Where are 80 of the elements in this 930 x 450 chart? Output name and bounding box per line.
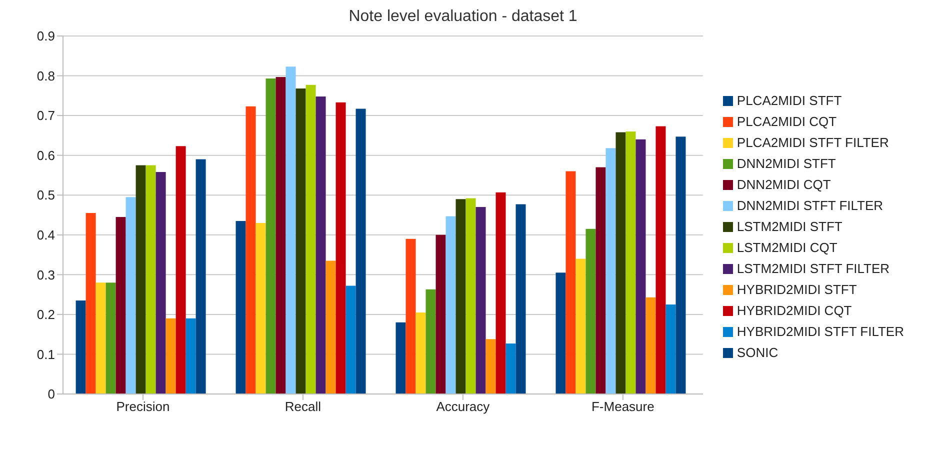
bar bbox=[556, 272, 566, 394]
legend-label: DNN2MIDI CQT bbox=[736, 176, 831, 192]
y-tick-label: 0.5 bbox=[36, 188, 55, 203]
bar bbox=[456, 199, 466, 394]
y-tick-label: 0.3 bbox=[36, 267, 55, 282]
bar bbox=[516, 204, 526, 394]
legend-label: DNN2MIDI STFT FILTER bbox=[736, 198, 884, 212]
bar bbox=[566, 171, 576, 394]
x-tick-label: Recall bbox=[284, 399, 322, 414]
bar bbox=[666, 304, 676, 394]
y-tick-label: 0.1 bbox=[36, 346, 55, 362]
bar bbox=[506, 343, 516, 394]
bar bbox=[466, 198, 476, 394]
bar bbox=[596, 167, 606, 394]
bar bbox=[256, 222, 266, 394]
x-tick-label: Accuracy bbox=[436, 399, 490, 414]
y-tick-label: 0.8 bbox=[36, 68, 55, 84]
bar bbox=[346, 286, 356, 394]
y-tick-label: 0.6 bbox=[36, 148, 55, 163]
bar bbox=[276, 76, 286, 394]
bar bbox=[676, 136, 686, 394]
bar bbox=[266, 78, 276, 394]
legend-label: PLCA2MIDI STFT FILTER bbox=[736, 134, 889, 150]
bar bbox=[396, 322, 406, 394]
legend-label: LSTM2MIDI STFT FILTER bbox=[736, 260, 890, 276]
bar bbox=[496, 192, 506, 394]
legend-label: LSTM2MIDI STFT bbox=[736, 218, 842, 234]
bar bbox=[426, 289, 436, 394]
bar bbox=[116, 216, 126, 394]
bar bbox=[586, 228, 596, 394]
y-tick-label: 0.7 bbox=[36, 108, 55, 124]
y-tick-label: 0.9 bbox=[36, 28, 55, 44]
legend-label: LSTM2MIDI CQT bbox=[736, 240, 838, 254]
bar bbox=[166, 318, 176, 394]
bar bbox=[146, 165, 156, 394]
bar bbox=[326, 260, 336, 394]
x-tick-label: F-Measure bbox=[591, 399, 654, 414]
bar bbox=[636, 139, 646, 394]
legend-label: PLCA2MIDI CQT bbox=[736, 114, 837, 128]
legend-label: HYBRID2MIDI STFT bbox=[736, 282, 857, 296]
legend-label: PLCA2MIDI STFT bbox=[736, 92, 842, 108]
bar bbox=[406, 238, 416, 394]
bar bbox=[336, 102, 346, 394]
legend-label: HYBRID2MIDI STFT FILTER bbox=[736, 324, 904, 338]
bar bbox=[576, 258, 586, 394]
bar bbox=[446, 216, 456, 394]
bar bbox=[156, 172, 166, 394]
x-tick-label: Precision bbox=[116, 399, 170, 414]
bar bbox=[616, 132, 626, 394]
bar bbox=[186, 318, 196, 394]
y-tick-label: 0.4 bbox=[36, 228, 55, 243]
bar bbox=[416, 312, 426, 394]
bar bbox=[286, 66, 296, 394]
bar bbox=[356, 108, 366, 394]
bar bbox=[656, 126, 666, 394]
legend-label: HYBRID2MIDI CQT bbox=[736, 302, 852, 318]
y-tick-label: 0 bbox=[48, 386, 55, 402]
y-tick-label: 0.2 bbox=[36, 307, 55, 322]
bar bbox=[196, 159, 206, 394]
bar bbox=[306, 84, 316, 394]
bar bbox=[476, 207, 486, 394]
bar bbox=[76, 300, 86, 394]
bar bbox=[136, 165, 146, 394]
bar bbox=[316, 96, 326, 394]
bar bbox=[176, 146, 186, 394]
bar bbox=[436, 234, 446, 394]
bar bbox=[606, 148, 616, 394]
bar bbox=[106, 282, 116, 394]
bar bbox=[646, 297, 656, 394]
bar bbox=[96, 282, 106, 394]
legend-label: DNN2MIDI STFT bbox=[736, 156, 836, 170]
bar bbox=[296, 88, 306, 394]
chart-title: Note level evaluation - dataset 1 bbox=[348, 8, 578, 26]
bar bbox=[236, 220, 246, 394]
bar bbox=[246, 106, 256, 394]
bar bbox=[86, 213, 96, 394]
legend-label: SONIC bbox=[736, 344, 778, 360]
bar bbox=[486, 339, 496, 394]
bar bbox=[126, 197, 136, 394]
bar bbox=[626, 131, 636, 394]
